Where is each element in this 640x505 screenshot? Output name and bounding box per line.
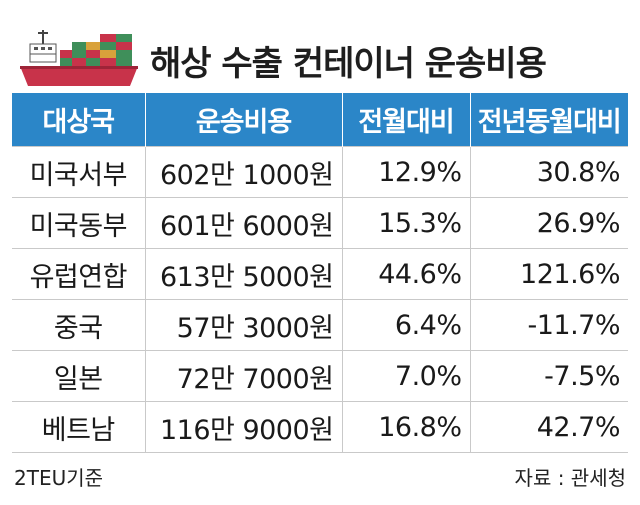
country-cell: 일본 — [12, 350, 145, 402]
cost-cell: 601만 6000원 — [144, 197, 342, 249]
country-cell: 베트남 — [12, 401, 145, 453]
source-credit: 자료 : 관세청 — [514, 466, 626, 490]
container-ship-icon — [20, 30, 138, 86]
mom-cell: 15.3% — [341, 197, 470, 249]
mom-cell: 12.9% — [341, 146, 470, 198]
yoy-cell: -11.7% — [469, 299, 628, 351]
cost-cell: 602만 1000원 — [144, 146, 342, 198]
basis-note: 2TEU기준 — [14, 466, 104, 490]
country-cell: 미국서부 — [12, 146, 145, 198]
column-header-yoy: 전년동월대비 — [469, 93, 628, 147]
yoy-cell: -7.5% — [469, 350, 628, 402]
page-title: 해상 수출 컨테이너 운송비용 — [150, 44, 547, 84]
table-row: 중국 57만 3000원 6.4% -11.7% — [12, 299, 628, 351]
mom-cell: 6.4% — [341, 299, 470, 351]
cost-cell: 116만 9000원 — [144, 401, 342, 453]
cost-cell: 57만 3000원 — [144, 299, 342, 351]
cost-cell: 613만 5000원 — [144, 248, 342, 300]
column-header-mom: 전월대비 — [341, 93, 470, 147]
column-header-country: 대상국 — [12, 93, 145, 147]
country-cell: 미국동부 — [12, 197, 145, 249]
table-header-row: 대상국 운송비용 전월대비 전년동월대비 — [12, 93, 628, 147]
table-row: 유럽연합 613만 5000원 44.6% 121.6% — [12, 248, 628, 300]
table-row: 미국서부 602만 1000원 12.9% 30.8% — [12, 146, 628, 198]
column-header-cost: 운송비용 — [144, 93, 342, 147]
cost-cell: 72만 7000원 — [144, 350, 342, 402]
yoy-cell: 30.8% — [469, 146, 628, 198]
freight-cost-table: 대상국 운송비용 전월대비 전년동월대비 미국서부 602만 1000원 12.… — [12, 93, 628, 453]
header: 해상 수출 컨테이너 운송비용 — [0, 0, 640, 90]
mom-cell: 44.6% — [341, 248, 470, 300]
country-cell: 중국 — [12, 299, 145, 351]
table-row: 베트남 116만 9000원 16.8% 42.7% — [12, 401, 628, 453]
table-row: 일본 72만 7000원 7.0% -7.5% — [12, 350, 628, 402]
country-cell: 유럽연합 — [12, 248, 145, 300]
yoy-cell: 26.9% — [469, 197, 628, 249]
yoy-cell: 42.7% — [469, 401, 628, 453]
table-row: 미국동부 601만 6000원 15.3% 26.9% — [12, 197, 628, 249]
mom-cell: 16.8% — [341, 401, 470, 453]
mom-cell: 7.0% — [341, 350, 470, 402]
yoy-cell: 121.6% — [469, 248, 628, 300]
